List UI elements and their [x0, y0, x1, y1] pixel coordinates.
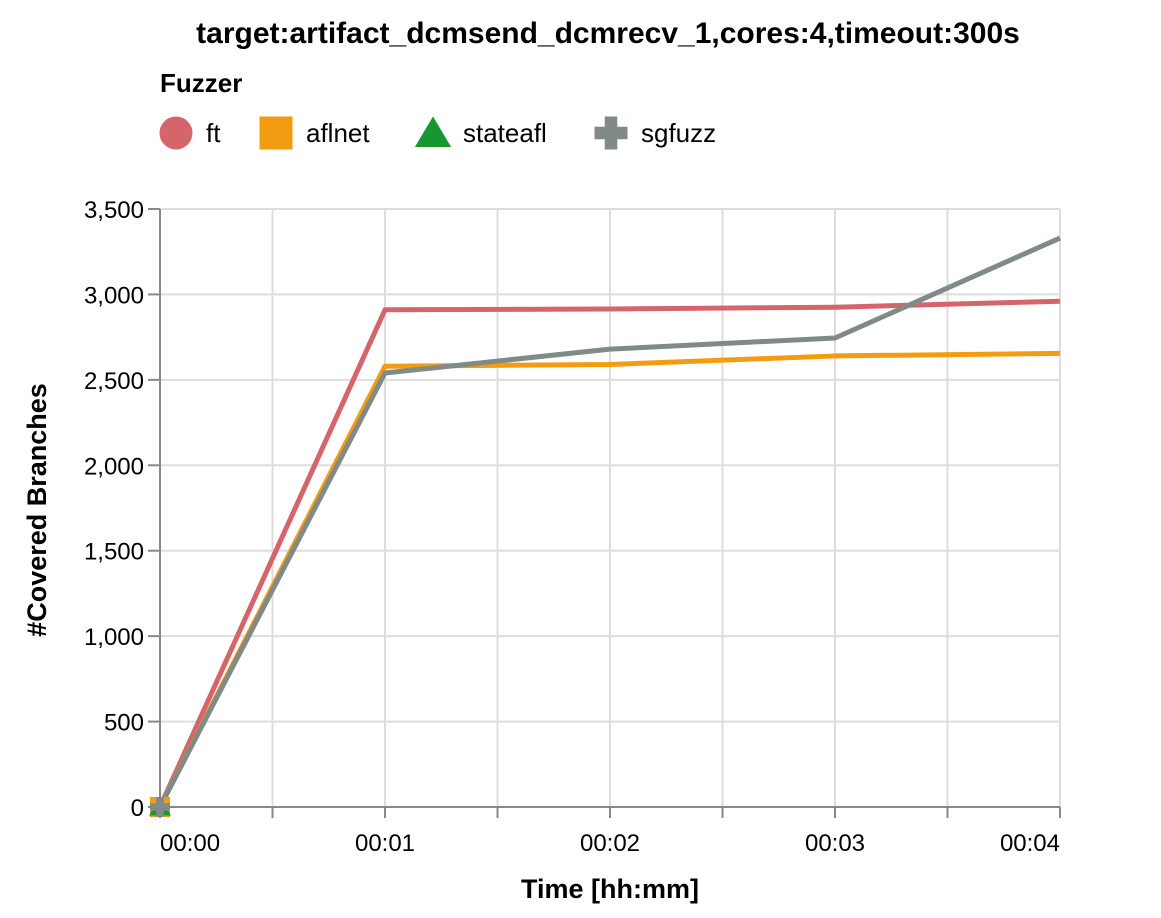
y-tick-label: 2,000 [84, 453, 144, 480]
y-tick-label: 1,500 [84, 539, 144, 566]
legend-marker-aflnet [259, 116, 293, 150]
legend-label-ft: ft [206, 118, 221, 148]
axes: 0 500 1,000 1,500 2,000 2,500 3,000 3,500 00:00 0… [84, 197, 1061, 857]
legend-label-sgfuzz: sgfuzz [641, 118, 716, 148]
legend-label-aflnet: aflnet [306, 118, 370, 148]
data-point-sgfuzz [150, 797, 170, 817]
series-lines [157, 235, 1062, 809]
y-tick-label: 3,000 [84, 282, 144, 309]
x-tick-label: 00:00 [160, 830, 220, 857]
x-tick-label: 00:01 [355, 830, 415, 857]
legend-item-stateafl: stateafl [414, 116, 547, 148]
x-tick-label: 00:02 [580, 830, 640, 857]
legend-item-ft: ft [159, 116, 221, 150]
legend: ft aflnet stateafl sgfuzz [159, 116, 716, 150]
legend-marker-ft [159, 116, 193, 150]
legend-marker-stateafl [414, 116, 452, 148]
y-tick-label: 0 [131, 795, 144, 822]
y-tick-label: 1,000 [84, 624, 144, 651]
chart-title: target:artifact_dcmsend_dcmrecv_1,cores:… [196, 17, 1020, 50]
legend-item-sgfuzz: sgfuzz [594, 116, 716, 150]
legend-title: Fuzzer [160, 68, 242, 98]
y-tick-label: 2,500 [84, 368, 144, 395]
series-line-sgfuzz [157, 235, 1062, 809]
legend-item-aflnet: aflnet [259, 116, 370, 150]
legend-label-stateafl: stateafl [463, 118, 547, 148]
y-axis-title: #Covered Branches [22, 383, 52, 637]
legend-marker-sgfuzz [594, 116, 628, 150]
series-markers [149, 797, 171, 817]
x-tick-label: 00:04 [1000, 830, 1060, 857]
x-axis-title: Time [hh:mm] [521, 874, 699, 904]
x-tick-label: 00:03 [805, 830, 865, 857]
y-tick-label: 3,500 [84, 197, 144, 224]
y-tick-label: 500 [104, 710, 144, 737]
